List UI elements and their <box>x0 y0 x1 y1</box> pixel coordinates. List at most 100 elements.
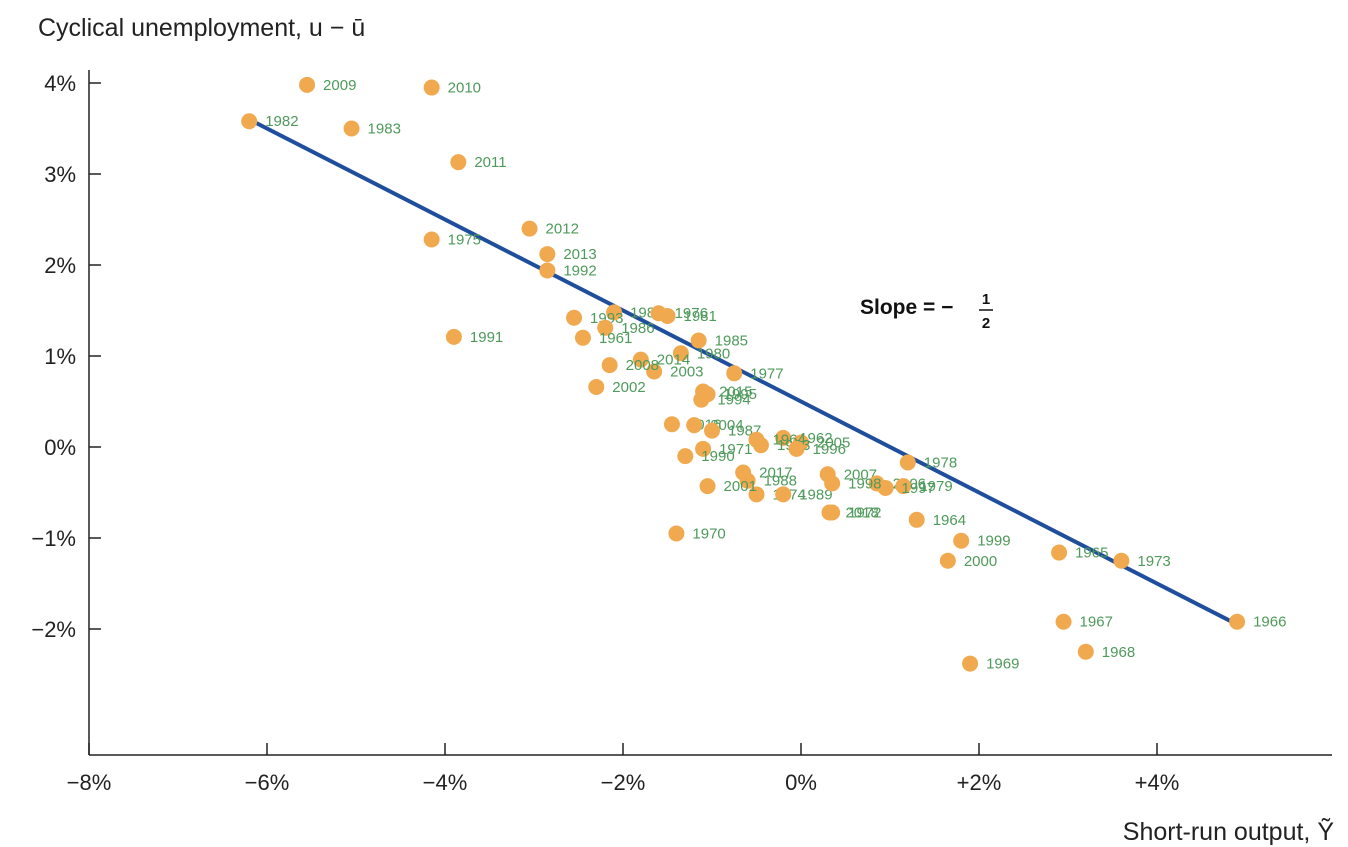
data-point <box>739 472 756 489</box>
data-point-label: 2014 <box>657 352 690 369</box>
data-point <box>908 511 925 528</box>
data-point-label: 1995 <box>724 386 757 403</box>
data-point-label: 1999 <box>977 533 1010 550</box>
y-tick-label: 0% <box>44 435 76 460</box>
data-point-label: 2015 <box>719 383 752 400</box>
data-point-label: 2017 <box>759 464 792 481</box>
data-point-label: 1994 <box>717 392 750 409</box>
data-point-label: 1978 <box>924 454 957 471</box>
data-point <box>632 351 649 368</box>
data-point-label: 1997 <box>902 480 935 497</box>
data-point-label: 1973 <box>1137 553 1170 570</box>
data-point-label: 2009 <box>323 77 356 94</box>
data-point-label: 2010 <box>448 80 481 97</box>
x-tick-label: −8% <box>67 770 112 795</box>
data-point <box>566 309 583 326</box>
data-point <box>445 328 462 345</box>
data-point-label: 1964 <box>933 512 966 529</box>
data-point <box>588 378 605 395</box>
data-point <box>1113 552 1130 569</box>
x-tick-label: −4% <box>423 770 468 795</box>
data-point-label: 1998 <box>848 475 881 492</box>
x-axis-title: Short-run output, Ỹ <box>1123 817 1335 846</box>
axis-ticks: −8% −6% −4% −2% 0% +2% +4% 4% 3% 2% 1% 0% −1% −2% <box>31 71 1179 795</box>
data-point <box>686 417 703 434</box>
data-point <box>726 365 743 382</box>
data-point-label: 1988 <box>764 473 797 490</box>
data-point-label: 1979 <box>919 478 952 495</box>
data-point <box>423 231 440 248</box>
data-point <box>1055 613 1072 630</box>
data-point-label: 1965 <box>1075 545 1108 562</box>
data-point <box>677 448 694 465</box>
data-point <box>672 345 689 362</box>
data-point <box>601 357 618 374</box>
data-point <box>775 429 792 446</box>
data-point <box>899 454 916 471</box>
data-point <box>939 552 956 569</box>
data-point <box>1077 643 1094 660</box>
data-point-label: 1996 <box>813 441 846 458</box>
data-point-label: 1985 <box>715 333 748 350</box>
data-point <box>663 416 680 433</box>
data-point <box>824 475 841 492</box>
data-point-label: 1966 <box>1253 614 1286 631</box>
data-point-label: 2018 <box>845 505 878 522</box>
y-tick-label: −2% <box>31 617 76 642</box>
data-point <box>597 319 614 336</box>
x-tick-label: −2% <box>601 770 646 795</box>
data-point-label: 1972 <box>848 505 881 522</box>
data-point-label: 1971 <box>719 441 752 458</box>
data-point <box>299 76 316 93</box>
data-point <box>659 307 676 324</box>
data-point <box>962 655 979 672</box>
data-point <box>1229 613 1246 630</box>
data-point-label: 2001 <box>724 478 757 495</box>
data-point <box>752 437 769 454</box>
data-point-label: 2012 <box>546 221 579 238</box>
data-point <box>788 440 805 457</box>
y-tick-label: 1% <box>44 344 76 369</box>
data-point-label: 1991 <box>470 329 503 346</box>
data-point <box>646 363 663 380</box>
slope-label: Slope = − <box>860 296 953 319</box>
data-point <box>704 422 720 439</box>
data-point-label: 2007 <box>844 466 877 483</box>
x-tick-label: +4% <box>1135 770 1180 795</box>
data-point-label: 1977 <box>750 365 783 382</box>
y-tick-label: 3% <box>44 162 76 187</box>
fit-line <box>248 117 1239 627</box>
slope-annotation: Slope = − 1 2 <box>860 291 993 332</box>
data-point <box>450 154 467 171</box>
data-point-label: 1967 <box>1080 614 1113 631</box>
data-point-label: 2005 <box>817 434 850 451</box>
y-tick-label: 4% <box>44 71 76 96</box>
x-tick-label: −6% <box>245 770 290 795</box>
data-point-label: 2011 <box>474 154 506 171</box>
y-tick-label: 2% <box>44 253 76 278</box>
data-point <box>690 332 707 349</box>
data-point-label: 1980 <box>697 345 730 362</box>
data-point <box>539 246 556 263</box>
data-point <box>775 486 792 503</box>
data-point <box>606 304 623 321</box>
data-point <box>953 532 970 549</box>
data-point-label: 2008 <box>626 357 659 374</box>
data-point-label: 1975 <box>448 232 481 249</box>
data-point <box>423 79 440 96</box>
data-point <box>343 120 360 137</box>
data-point <box>521 220 538 237</box>
data-point-label: 1982 <box>265 113 298 130</box>
x-tick-label: +2% <box>957 770 1002 795</box>
data-point <box>539 262 556 279</box>
data-point <box>877 479 894 496</box>
data-point-label: 1968 <box>1102 644 1135 661</box>
data-point <box>821 504 838 521</box>
data-point-label: 1989 <box>799 486 832 503</box>
data-point <box>241 113 258 130</box>
data-point-label: 1976 <box>675 305 708 322</box>
data-point-label: 1990 <box>701 448 734 465</box>
data-point-label: 1993 <box>590 310 623 327</box>
